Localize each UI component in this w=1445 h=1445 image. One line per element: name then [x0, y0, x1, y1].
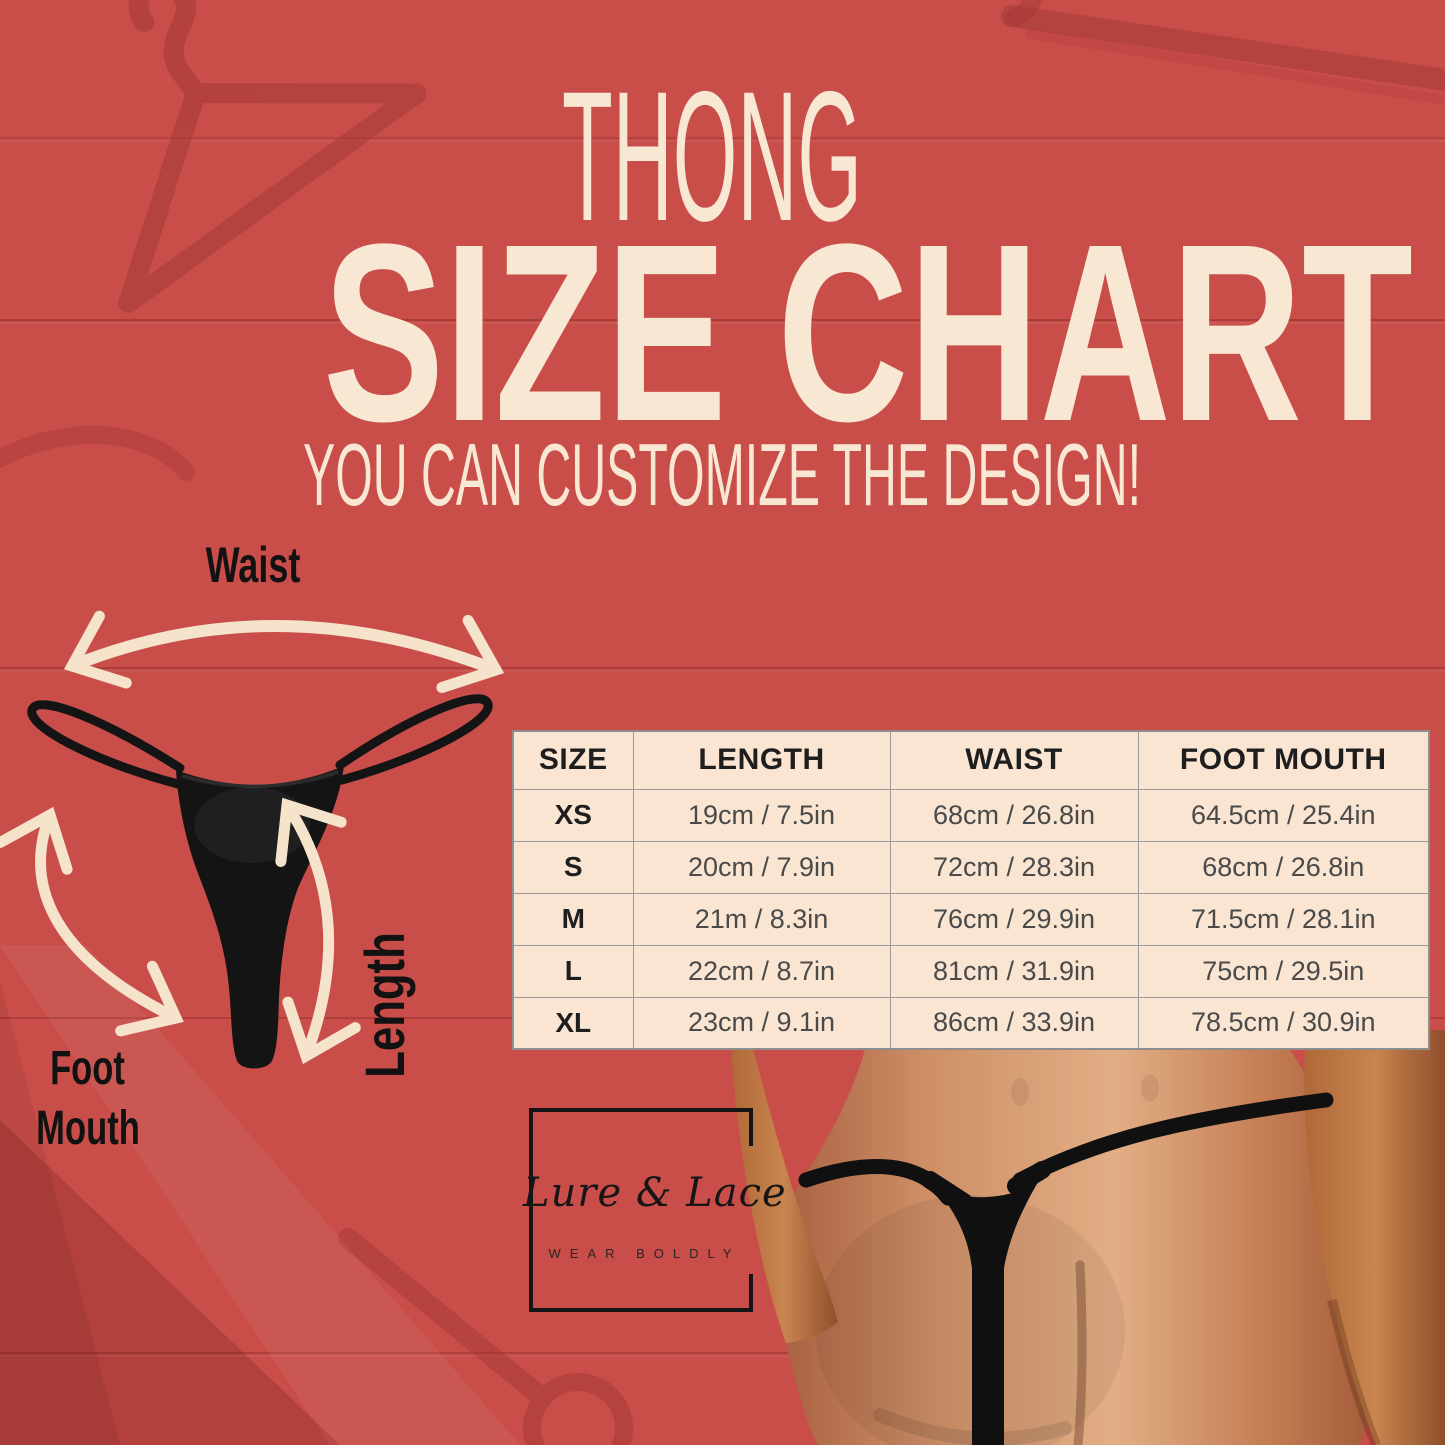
measurement-cell: 78.5cm / 30.9in	[1137, 996, 1430, 1050]
foot-mouth-label-line2: Mouth	[36, 1102, 140, 1155]
size-cell: L	[512, 944, 634, 998]
measurement-cell: 22cm / 8.7in	[632, 944, 891, 998]
measurement-cell: 86cm / 33.9in	[889, 996, 1139, 1050]
measurement-cell: 23cm / 9.1in	[632, 996, 891, 1050]
measurement-cell: 21m / 8.3in	[632, 892, 891, 946]
corner-shadow-bottom-left	[0, 945, 520, 1445]
measurement-cell: 68cm / 26.8in	[889, 788, 1139, 842]
table-row: S 20cm / 7.9in 72cm / 28.3in 68cm / 26.8in	[512, 840, 1430, 894]
length-label: Length	[353, 932, 416, 1078]
column-header: WAIST	[889, 730, 1139, 790]
worn-thong	[798, 1092, 1334, 1445]
length-arrow	[275, 797, 361, 1065]
size-table-body: XS 19cm / 7.5in 68cm / 26.8in 64.5cm / 25.4…	[512, 788, 1430, 1050]
measurement-cell: 71.5cm / 28.1in	[1137, 892, 1430, 946]
column-header: SIZE	[512, 730, 634, 790]
table-row: XL 23cm / 9.1in 86cm / 33.9in 78.5cm / 30.9…	[512, 996, 1430, 1050]
measurement-cell: 68cm / 26.8in	[1137, 840, 1430, 894]
foot-mouth-label-line1: Foot	[50, 1042, 125, 1095]
table-row: L 22cm / 8.7in 81cm / 31.9in 75cm / 29.5in	[512, 944, 1430, 998]
measurement-cell: 76cm / 29.9in	[889, 892, 1139, 946]
brand-tagline: WEAR BOLDLY	[548, 1246, 741, 1261]
table-row: M 21m / 8.3in 76cm / 29.9in 71.5cm / 28.1in	[512, 892, 1430, 946]
measurement-cell: 64.5cm / 25.4in	[1137, 788, 1430, 842]
thong-measurement-diagram	[0, 610, 505, 1069]
size-table: SIZE LENGTH WAIST FOOT MOUTH XS 19cm / 7.5in…	[512, 730, 1430, 1050]
size-table-header: SIZE LENGTH WAIST FOOT MOUTH	[512, 730, 1430, 790]
title-line-1: THONG	[562, 54, 862, 260]
model-arms	[730, 1030, 1445, 1445]
column-header: FOOT MOUTH	[1137, 730, 1430, 790]
flat-lay-thong	[27, 694, 493, 1069]
size-cell: XS	[512, 788, 634, 842]
measurement-cell: 19cm / 7.5in	[632, 788, 891, 842]
model-torso	[777, 1030, 1393, 1445]
measurement-cell: 75cm / 29.5in	[1137, 944, 1430, 998]
hanger-decoration-top-left	[118, 0, 427, 313]
title-line-2: SIZE CHART	[323, 191, 1413, 474]
size-cell: XL	[512, 996, 634, 1050]
hanger-decoration-bottom-left	[338, 1228, 633, 1445]
brand-logo: Lure & Lace WEAR BOLDLY	[523, 1098, 787, 1322]
hanger-decoration-top-right	[1001, 0, 1445, 105]
waist-arrow	[63, 610, 505, 694]
logo-frame-border	[529, 1108, 753, 1312]
subtitle: YOU CAN CUSTOMIZE THE DESIGN!	[303, 425, 1141, 524]
foot-mouth-arrow	[0, 806, 184, 1037]
headline-block: THONG SIZE CHART YOU CAN CUSTOMIZE THE D…	[303, 54, 1413, 524]
column-header: LENGTH	[632, 730, 891, 790]
measurement-cell: 81cm / 31.9in	[889, 944, 1139, 998]
size-cell: S	[512, 840, 634, 894]
measurement-cell: 20cm / 7.9in	[632, 840, 891, 894]
size-cell: M	[512, 892, 634, 946]
brand-name: Lure & Lace	[523, 1170, 787, 1216]
waist-label: Waist	[205, 537, 301, 593]
measurement-cell: 72cm / 28.3in	[889, 840, 1139, 894]
hanger-decoration-left-edge	[0, 426, 195, 481]
table-row: XS 19cm / 7.5in 68cm / 26.8in 64.5cm / 25.4…	[512, 788, 1430, 842]
model-photo	[730, 1030, 1445, 1445]
